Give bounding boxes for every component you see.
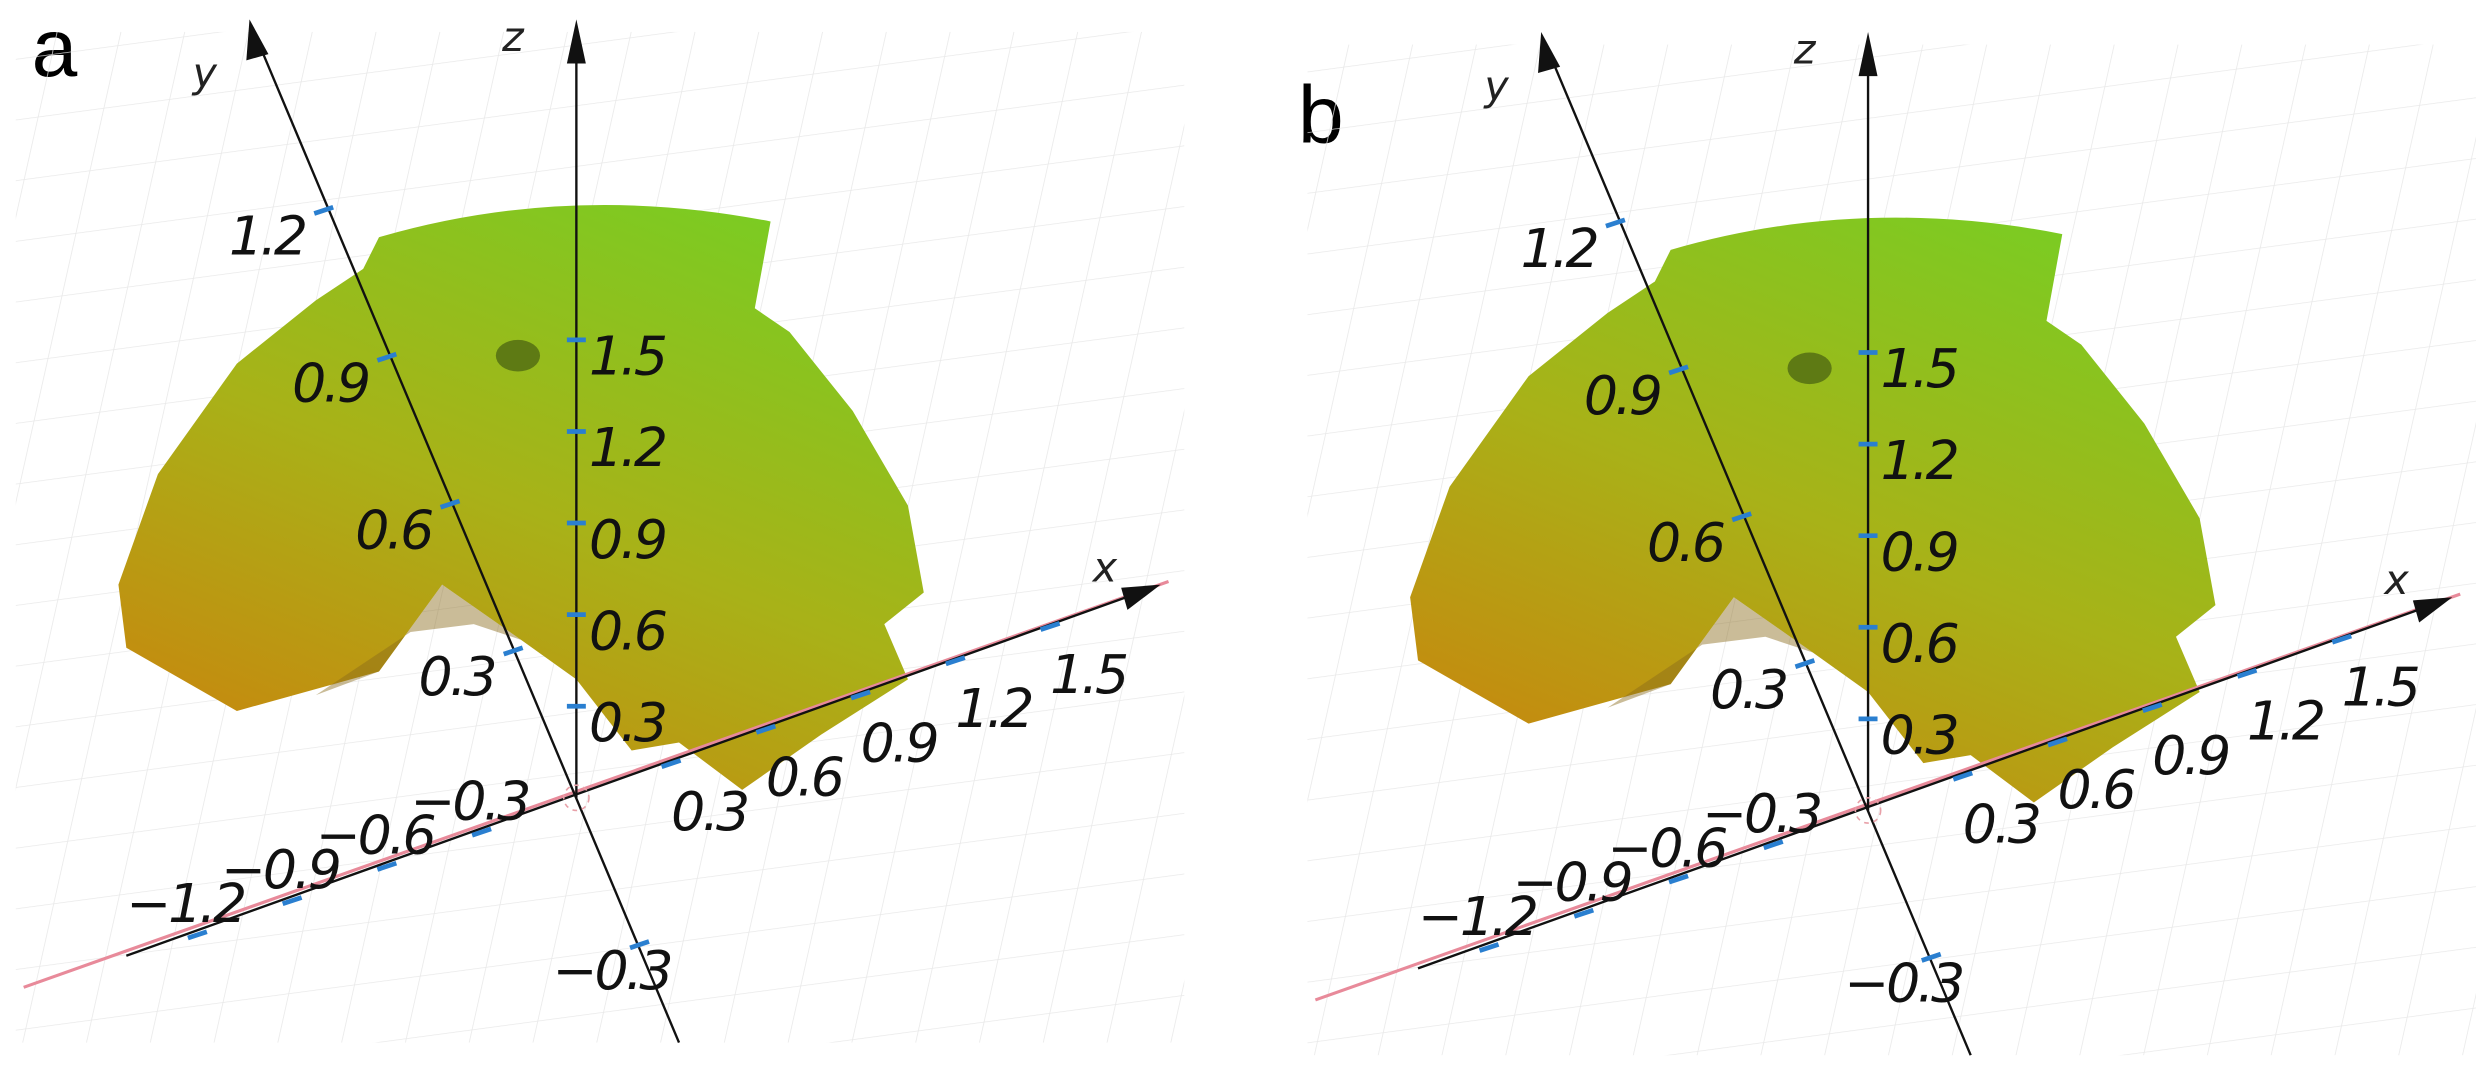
tick-label: 0.3: [418, 645, 494, 708]
y-axis: [251, 28, 681, 1044]
axis-name: y: [191, 49, 218, 97]
tick-label: 0.6: [1881, 612, 1958, 675]
x-axis: [125, 586, 1154, 957]
tick-mark: [439, 498, 461, 510]
x-axis-extension: [1314, 592, 2461, 1002]
tick-label: 0.9: [589, 508, 665, 571]
y-arrow: [1538, 31, 1561, 74]
tick-mark: [1605, 217, 1626, 229]
tick-mark: [1952, 770, 1974, 782]
axis-name: z: [501, 13, 525, 61]
tick-label: 1.2: [229, 205, 305, 268]
tick-label: 1.2: [1521, 217, 1597, 280]
shadow-steps: [315, 584, 522, 696]
tick-label: 1.2: [1881, 429, 1957, 492]
center-dot: [495, 339, 541, 372]
tick-label: 0.3: [589, 691, 665, 754]
tick-label: 0.9: [861, 711, 937, 774]
tick-label: 1.5: [589, 325, 666, 388]
tick-label: −0.3: [411, 769, 529, 832]
origin-marker: [562, 784, 590, 812]
tick-label: 1.5: [1050, 643, 1127, 706]
tick-mark: [1478, 942, 1500, 953]
tick-mark: [376, 860, 398, 872]
tick-mark: [313, 204, 334, 216]
tick-mark: [2331, 633, 2353, 645]
tick-mark: [502, 645, 524, 657]
panel: xyz−1.2−0.9−0.6−0.3 0.30.60.91.21.51.20.9…: [15, 13, 1185, 1044]
x-axis-extension: [23, 579, 1170, 989]
tick-label: 0.9: [292, 351, 368, 414]
tick-label: 1.2: [955, 677, 1031, 740]
x-arrow: [2412, 597, 2453, 623]
tick-mark: [1763, 839, 1784, 851]
tick-mark: [376, 351, 398, 363]
axis-name: x: [2382, 556, 2409, 604]
y-arrow: [246, 19, 269, 61]
tick-mark: [629, 939, 650, 951]
tick-label: 0.3: [1710, 658, 1786, 721]
tick-label: −0.9: [221, 838, 339, 901]
tick-mark: [945, 655, 966, 667]
tick-mark: [1731, 511, 1752, 523]
z-arrow: [1858, 31, 1878, 77]
tick-label: 1.5: [1881, 337, 1958, 400]
tick-mark: [471, 826, 492, 838]
tick-label: −0.3: [553, 939, 671, 1002]
tick-label: −0.9: [1513, 851, 1631, 914]
tick-label: 1.2: [2247, 690, 2323, 753]
axis-name: z: [1793, 26, 1817, 74]
x-axis: [1417, 599, 2445, 970]
tick-mark: [2047, 736, 2068, 748]
tick-label: −1.2: [126, 872, 244, 935]
tick-mark: [1794, 658, 1816, 669]
tick-mark: [1920, 951, 1942, 963]
tick-mark: [281, 895, 303, 907]
tick-mark: [850, 689, 871, 701]
tick-label: −0.6: [1608, 816, 1727, 879]
tick-label: 0.3: [1881, 704, 1957, 767]
tick-label: 0.6: [766, 746, 843, 809]
origin-marker: [1854, 797, 1882, 824]
tick-label: 0.6: [1647, 511, 1724, 574]
tick-mark: [1668, 364, 1689, 376]
tick-label: 1.5: [2342, 655, 2419, 718]
tick-label: −0.3: [1844, 952, 1962, 1015]
axis-name: x: [1091, 543, 1118, 591]
tick-mark: [187, 929, 208, 941]
tick-label: 0.3: [671, 780, 747, 843]
tick-label: 0.3: [1963, 792, 2039, 855]
voxel-region: [1410, 217, 2216, 803]
center-dot: [1787, 352, 1832, 385]
tick-mark: [2142, 702, 2163, 714]
tick-mark: [1668, 873, 1689, 885]
tick-mark: [755, 723, 777, 735]
tick-label: 0.9: [2152, 724, 2228, 787]
tick-label: −0.3: [1702, 782, 1820, 845]
tick-label: −0.6: [316, 804, 435, 867]
shadow-steps: [1607, 597, 1813, 708]
tick-label: 0.6: [2058, 758, 2135, 821]
tick-label: 0.9: [1584, 364, 1660, 427]
y-axis: [1543, 40, 1972, 1056]
tick-label: 0.6: [355, 498, 432, 561]
x-arrow: [1121, 584, 1161, 610]
axis-name: y: [1482, 62, 1509, 110]
z-arrow: [566, 19, 586, 64]
tick-mark: [1573, 907, 1595, 919]
tick-label: −1.2: [1418, 885, 1536, 948]
tick-mark: [1039, 621, 1061, 632]
tick-mark: [660, 758, 682, 769]
panel: xyz−1.2−0.9−0.6−0.3 0.30.60.91.21.51.20.9…: [1307, 26, 2476, 1056]
tick-mark: [2236, 667, 2258, 679]
tick-label: 0.6: [589, 599, 666, 662]
tick-label: 0.9: [1881, 520, 1957, 583]
tick-label: 1.2: [589, 416, 665, 479]
voxel-region: [118, 204, 924, 790]
